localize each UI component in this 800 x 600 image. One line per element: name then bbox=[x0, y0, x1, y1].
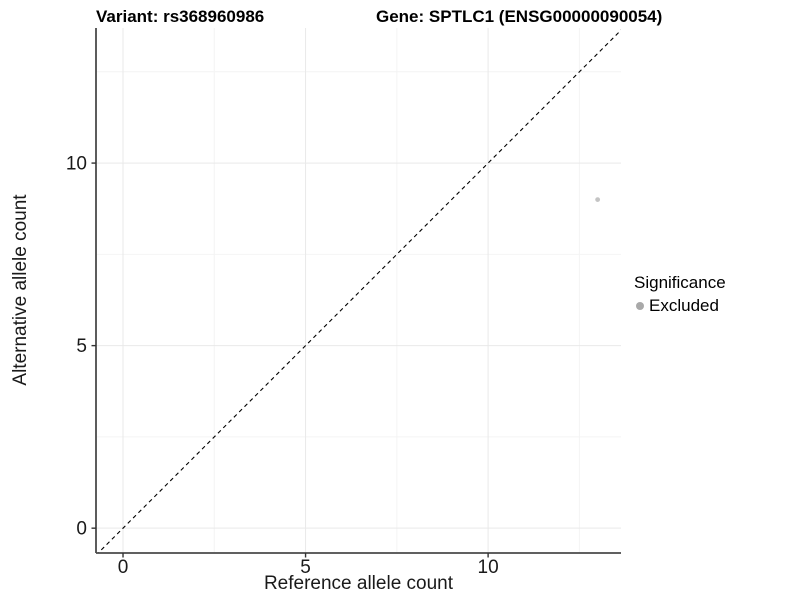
y-tick-label: 5 bbox=[76, 336, 87, 357]
y-axis-title: Alternative allele count bbox=[10, 194, 31, 386]
x-axis-title: Reference allele count bbox=[263, 573, 454, 594]
x-tick-label: 5 bbox=[300, 557, 311, 578]
plot-title-gene: Gene: SPTLC1 (ENSG00000090054) bbox=[376, 7, 663, 26]
y-tick-label: 0 bbox=[76, 519, 87, 540]
x-tick-label: 0 bbox=[118, 557, 129, 578]
legend-title: Significance bbox=[634, 273, 726, 292]
legend: Significance Excluded bbox=[634, 273, 726, 316]
plot-title-variant: Variant: rs368960986 bbox=[96, 7, 265, 26]
legend-item-label: Excluded bbox=[649, 296, 719, 315]
x-tick-label: 10 bbox=[478, 557, 499, 578]
identity-line bbox=[97, 29, 621, 553]
legend-point-icon bbox=[636, 302, 644, 310]
data-point bbox=[595, 197, 601, 202]
y-tick-label: 10 bbox=[66, 154, 87, 175]
legend-item-excluded: Excluded bbox=[634, 296, 726, 316]
